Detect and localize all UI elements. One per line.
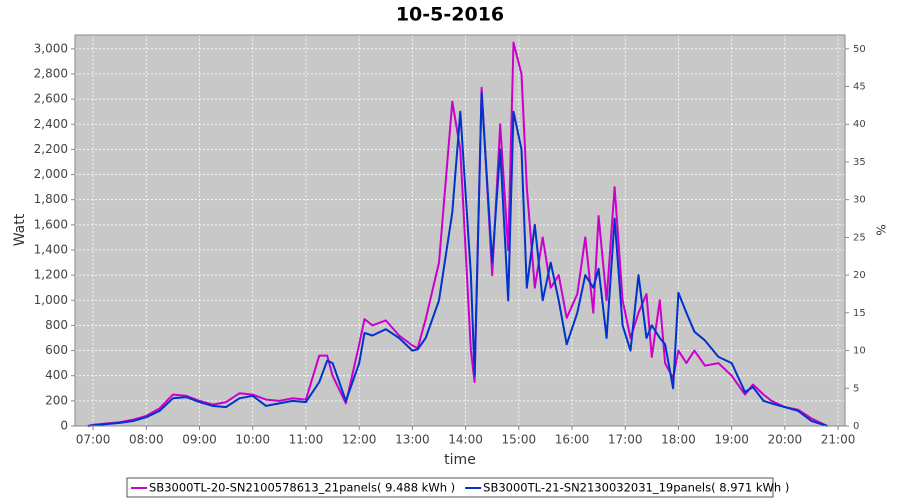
y-axis-label: Watt — [12, 213, 28, 246]
legend — [126, 477, 774, 498]
plot-border — [74, 34, 846, 427]
y-tick-label: 1,800 — [34, 192, 68, 206]
x-tick-label: 16:00 — [555, 433, 590, 447]
y2-tick-label: 0 — [853, 421, 859, 432]
y2-tick-label: 15 — [853, 308, 866, 319]
legend-label: SB3000TL-20-SN2100578613_21panels( 9.488… — [149, 481, 455, 495]
y-tick-label: 2,200 — [34, 142, 68, 156]
y2-tick-label: 35 — [853, 157, 866, 168]
legend-label: SB3000TL-21-SN2130032031_19panels( 8.971… — [483, 481, 789, 495]
y-tick-label: 2,000 — [34, 167, 68, 181]
y2-tick-label: 25 — [853, 232, 866, 243]
x-tick-label: 20:00 — [768, 433, 803, 447]
x-tick-label: 07:00 — [76, 433, 111, 447]
x-axis-label: time — [444, 452, 476, 468]
y-tick-label: 800 — [45, 318, 68, 332]
x-tick-label: 13:00 — [395, 433, 430, 447]
x-tick-label: 09:00 — [182, 433, 217, 447]
x-tick-label: 08:00 — [129, 433, 164, 447]
y2-tick-label: 50 — [853, 44, 866, 55]
series-line — [87, 91, 828, 427]
x-tick-label: 12:00 — [342, 433, 377, 447]
y2-tick-label: 20 — [853, 270, 866, 281]
x-tick-label: 10:00 — [235, 433, 270, 447]
x-tick-label: 14:00 — [448, 433, 483, 447]
y2-tick-label: 30 — [853, 195, 866, 206]
y-tick-label: 3,000 — [34, 41, 68, 55]
x-tick-label: 18:00 — [661, 433, 696, 447]
y2-axis-label: % — [874, 224, 888, 235]
chart-title: 10-5-2016 — [396, 4, 504, 26]
y-tick-label: 1,600 — [34, 217, 68, 231]
x-tick-label: 21:00 — [821, 433, 856, 447]
plot-area — [75, 35, 845, 426]
y-tick-label: 2,800 — [34, 66, 68, 80]
x-tick-label: 11:00 — [289, 433, 324, 447]
y-tick-label: 600 — [45, 343, 68, 357]
y2-tick-label: 10 — [853, 346, 866, 357]
y-tick-label: 1,200 — [34, 268, 68, 282]
y-tick-label: 0 — [60, 419, 68, 433]
y-tick-label: 2,600 — [34, 92, 68, 106]
x-tick-label: 15:00 — [502, 433, 537, 447]
y2-tick-label: 45 — [853, 82, 866, 93]
y-tick-label: 1,400 — [34, 242, 68, 256]
series-line — [87, 41, 828, 427]
y-tick-label: 400 — [45, 368, 68, 382]
y-tick-label: 2,400 — [34, 117, 68, 131]
y-tick-label: 200 — [45, 393, 68, 407]
x-tick-label: 17:00 — [608, 433, 643, 447]
y-tick-label: 1,000 — [34, 293, 68, 307]
y2-tick-label: 5 — [853, 383, 859, 394]
y2-tick-label: 40 — [853, 119, 866, 130]
x-tick-label: 19:00 — [714, 433, 749, 447]
